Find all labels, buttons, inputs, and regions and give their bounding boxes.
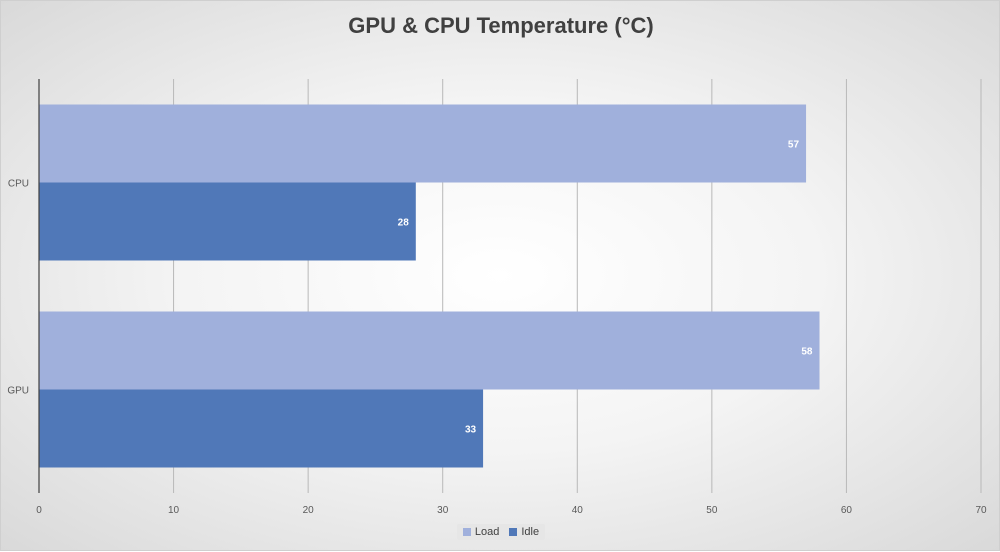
legend-label-idle: Idle (521, 526, 540, 538)
x-tick-label-70: 70 (975, 505, 987, 516)
legend: Load Idle (1, 524, 1000, 540)
bar-gpu-load (39, 311, 820, 390)
category-label-cpu: CPU (8, 179, 29, 190)
category-label-gpu: GPU (7, 386, 29, 397)
x-tick-label-10: 10 (168, 505, 180, 516)
x-tick-label-50: 50 (706, 505, 718, 516)
x-tick-label-20: 20 (303, 505, 315, 516)
x-tick-label-30: 30 (437, 505, 449, 516)
legend-label-load: Load (474, 526, 500, 538)
bar-gpu-idle (39, 389, 484, 468)
legend-swatch-load (462, 528, 471, 536)
legend-box: Load Idle (456, 524, 546, 540)
data-label-cpu-idle: 28 (398, 218, 410, 229)
data-label-gpu-idle: 33 (465, 425, 477, 436)
bar-cpu-idle (39, 182, 416, 261)
x-tick-label-0: 0 (36, 505, 42, 516)
legend-swatch-idle (509, 528, 518, 536)
x-tick-label-40: 40 (572, 505, 584, 516)
data-label-gpu-load: 58 (801, 347, 813, 358)
legend-item-load: Load (462, 526, 500, 538)
legend-item-idle: Idle (509, 526, 539, 538)
data-label-cpu-load: 57 (788, 140, 800, 151)
x-tick-label-60: 60 (841, 505, 853, 516)
chart-title: GPU & CPU Temperature (°C) (348, 13, 654, 38)
bar-cpu-load (39, 104, 807, 183)
